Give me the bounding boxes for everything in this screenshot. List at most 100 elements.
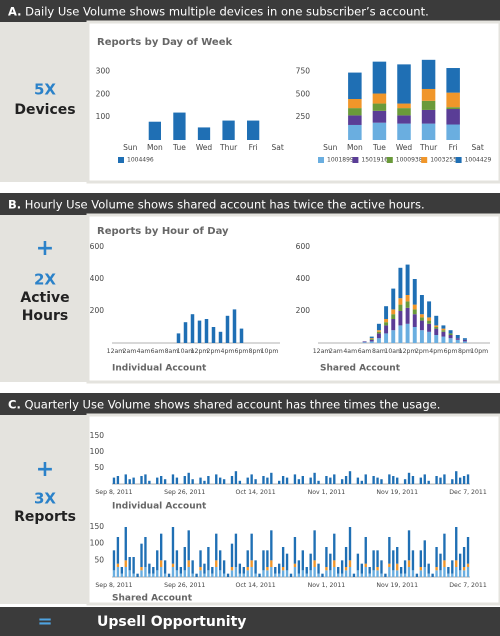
- bar-segment: [376, 570, 379, 577]
- bar-segment: [215, 567, 218, 577]
- footer-symbol: =: [37, 611, 52, 632]
- bar-segment: [171, 567, 175, 577]
- bar-segment: [333, 533, 336, 561]
- x-tick-label: 10am: [177, 348, 195, 355]
- bar-segment: [405, 301, 410, 308]
- bar-segment: [124, 527, 127, 561]
- bar-segment: [384, 319, 389, 323]
- bar-segment: [128, 570, 131, 577]
- bar-segment: [278, 573, 281, 577]
- sidebar-text: Active: [20, 290, 69, 306]
- sidebar-text: 5X: [34, 81, 56, 99]
- bar: [364, 474, 367, 484]
- bar-segment: [348, 124, 362, 140]
- y-tick-label: 100: [96, 112, 111, 121]
- bar-segment: [360, 563, 363, 574]
- bar-segment: [376, 550, 379, 567]
- bar-segment: [274, 567, 277, 574]
- y-tick-label: 400: [296, 274, 311, 283]
- bar-segment: [376, 333, 381, 339]
- bar-segment: [396, 570, 399, 577]
- bar: [219, 477, 222, 484]
- bar: [293, 474, 297, 484]
- x-tick-label: Sep 26, 2011: [164, 489, 205, 496]
- bar-segment: [266, 550, 269, 567]
- x-tick-label: 10pm: [470, 348, 488, 355]
- bar-segment: [211, 567, 214, 574]
- bar: [190, 314, 195, 343]
- bar-segment: [448, 330, 453, 334]
- bar: [148, 480, 151, 484]
- bar-segment: [434, 315, 439, 326]
- bar: [176, 333, 181, 343]
- section-label: B.: [8, 197, 21, 211]
- y-tick-label: 750: [296, 67, 311, 76]
- bar-segment: [179, 567, 183, 574]
- bar-segment: [412, 309, 417, 315]
- bar-segment: [412, 279, 417, 305]
- bar-segment: [266, 567, 269, 571]
- y-tick-label: 50: [94, 555, 104, 564]
- bar-segment: [140, 570, 143, 577]
- bar-segment: [419, 550, 423, 567]
- bar-segment: [398, 311, 403, 326]
- x-tick-label: Sun: [323, 143, 338, 152]
- bar-segment: [376, 330, 381, 332]
- bar-segment: [140, 567, 143, 571]
- bar-segment: [427, 323, 432, 332]
- legend-label: 1001899: [327, 157, 354, 164]
- bar: [211, 327, 216, 343]
- bar-segment: [380, 560, 383, 574]
- x-tick-label: Tue: [372, 143, 386, 152]
- bar-segment: [421, 88, 436, 101]
- bar-segment: [207, 547, 210, 571]
- bar-segment: [219, 550, 222, 571]
- bar-segment: [369, 338, 374, 339]
- bar-segment: [368, 567, 371, 574]
- x-tick-label: 8pm: [249, 348, 263, 355]
- bar-segment: [348, 72, 362, 99]
- bar-segment: [266, 570, 269, 577]
- bar: [112, 477, 116, 484]
- bar-segment: [159, 567, 163, 577]
- bar-segment: [455, 339, 460, 343]
- bar: [128, 479, 131, 484]
- bar: [309, 477, 312, 484]
- legend-swatch: [352, 157, 359, 163]
- bar-segment: [372, 550, 375, 571]
- bar-segment: [226, 573, 230, 577]
- bar-segment: [274, 573, 277, 577]
- bar-segment: [369, 339, 374, 342]
- x-tick-label: Wed: [396, 143, 413, 152]
- bar-segment: [305, 573, 308, 577]
- bar-segment: [285, 553, 289, 571]
- bar-segment: [421, 59, 436, 89]
- bar: [203, 480, 206, 484]
- bar-segment: [369, 341, 374, 343]
- bar-segment: [183, 570, 186, 577]
- bar: [388, 474, 391, 484]
- bar: [396, 477, 399, 484]
- x-tick-label: 4am: [343, 348, 357, 355]
- chart-title: Reports by Day of Week: [97, 37, 232, 48]
- bar-segment: [293, 563, 297, 567]
- bar-segment: [439, 553, 442, 571]
- bar-segment: [391, 330, 396, 343]
- bar-segment: [405, 323, 410, 343]
- x-tick-label: 4am: [137, 348, 151, 355]
- sidebar-text: Devices: [14, 102, 75, 118]
- bar-segment: [348, 99, 362, 109]
- bar-segment: [293, 567, 297, 577]
- bar: [427, 480, 430, 484]
- bar-segment: [372, 61, 387, 94]
- bar-segment: [132, 573, 135, 577]
- x-tick-label: Sun: [123, 143, 138, 152]
- x-tick-label: 12pm: [399, 348, 417, 355]
- bar-segment: [187, 567, 190, 577]
- bar-segment: [397, 108, 411, 116]
- bar-segment: [195, 573, 198, 577]
- bar-segment: [270, 567, 273, 577]
- bar-segment: [435, 567, 438, 571]
- bar-segment: [183, 547, 186, 571]
- x-tick-label: 12am: [313, 348, 331, 355]
